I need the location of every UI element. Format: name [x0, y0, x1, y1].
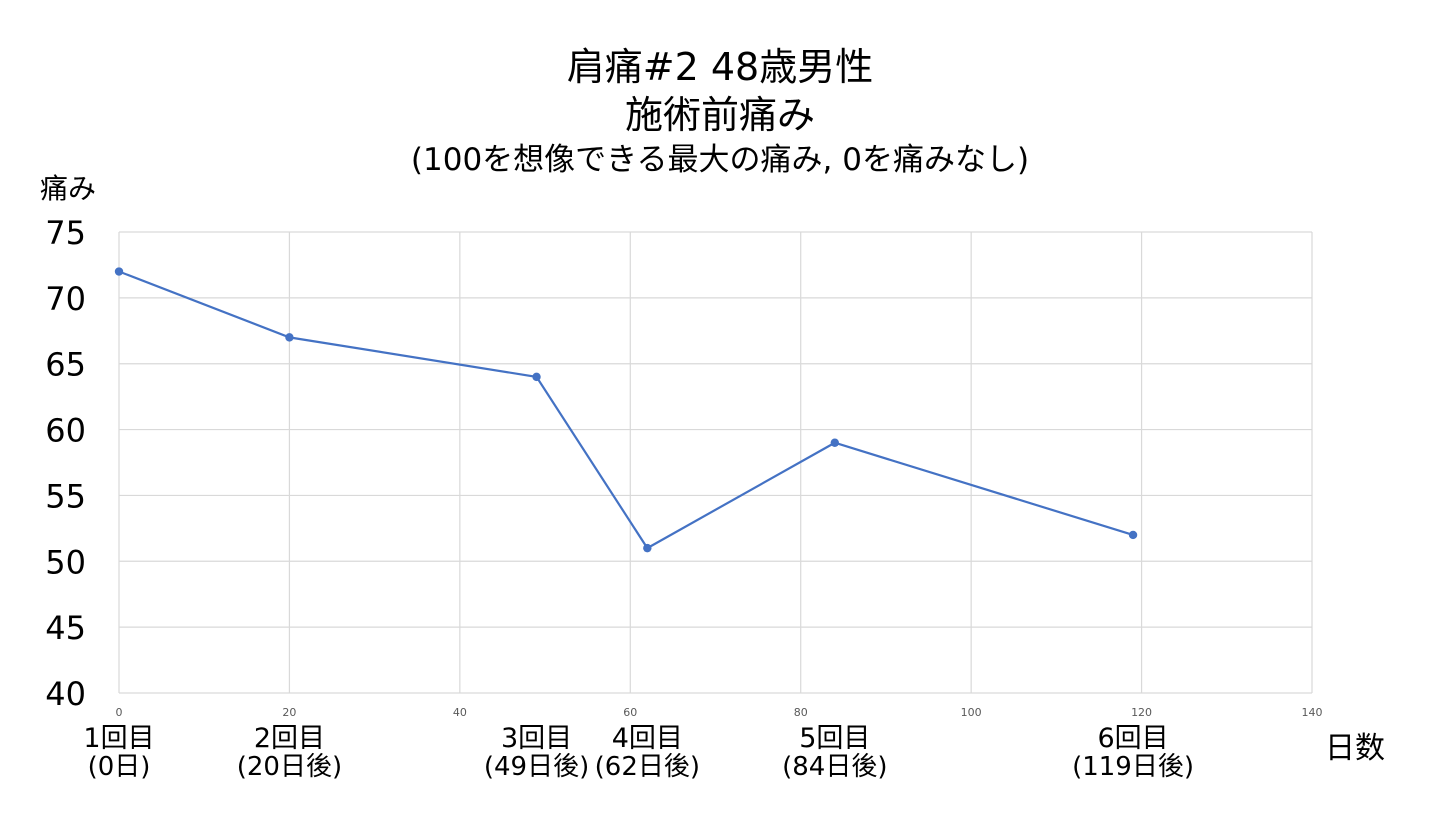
- chart-title-line1: 肩痛#2 48歳男性: [567, 45, 873, 89]
- session-labels: 1回目(0日) 2回目(20日後) 3回目(49日後) 4回目(62日後) 5回目(84…: [83, 723, 1194, 782]
- session-label-line1: 4回目: [612, 723, 683, 754]
- session-label-line1: 3回目: [501, 723, 572, 754]
- series-line: [118, 270, 1134, 550]
- session-label-line2: (20日後): [237, 752, 342, 782]
- data-point: [285, 333, 294, 342]
- x-tick-label: 60: [623, 706, 637, 719]
- data-point: [830, 438, 839, 447]
- y-tick-label: 50: [45, 543, 86, 581]
- y-tick-label: 60: [45, 412, 86, 450]
- y-tick-label: 45: [45, 609, 86, 647]
- x-axis-label: 日数: [1325, 731, 1385, 766]
- session-label-line2: (84日後): [782, 752, 887, 782]
- chart-title-line2: 施術前痛み: [625, 93, 815, 137]
- session-label-line2: (62日後): [595, 752, 700, 782]
- y-tick-label: 70: [45, 280, 86, 318]
- x-tick-label: 100: [961, 706, 982, 719]
- data-point: [532, 372, 541, 382]
- session-label-line1: 2回目: [254, 723, 325, 754]
- grid-layer: [118, 231, 1313, 694]
- session-label-line1: 5回目: [799, 723, 870, 754]
- y-axis-label: 痛み: [40, 172, 96, 205]
- x-tick-labels: 0 20 40 60 80 100 120 140: [116, 706, 1323, 719]
- data-point: [114, 267, 124, 276]
- y-tick-label: 55: [45, 477, 86, 515]
- session-label-line1: 1回目: [83, 723, 154, 754]
- data-point: [643, 543, 652, 553]
- session-label-line2: (49日後): [484, 752, 589, 782]
- session-label-line2: (0日): [88, 752, 151, 782]
- y-tick-label: 65: [45, 346, 86, 384]
- data-point: [1128, 530, 1138, 540]
- series-layer: [114, 267, 1138, 553]
- y-tick-label: 75: [45, 214, 86, 252]
- y-tick-label: 40: [45, 675, 86, 713]
- chart-subtitle: (100を想像できる最大の痛み, 0を痛みなし): [411, 142, 1029, 178]
- x-tick-label: 120: [1131, 706, 1152, 719]
- x-tick-label: 0: [116, 706, 123, 719]
- x-tick-label: 40: [453, 706, 467, 719]
- x-tick-label: 80: [794, 706, 808, 719]
- x-tick-label: 20: [282, 706, 296, 719]
- session-label-line1: 6回目: [1097, 723, 1168, 754]
- x-tick-label: 140: [1302, 706, 1323, 719]
- y-tick-labels: 40 45 50 55 60 65 70 75: [45, 214, 86, 713]
- session-label-line2: (119日後): [1072, 752, 1194, 782]
